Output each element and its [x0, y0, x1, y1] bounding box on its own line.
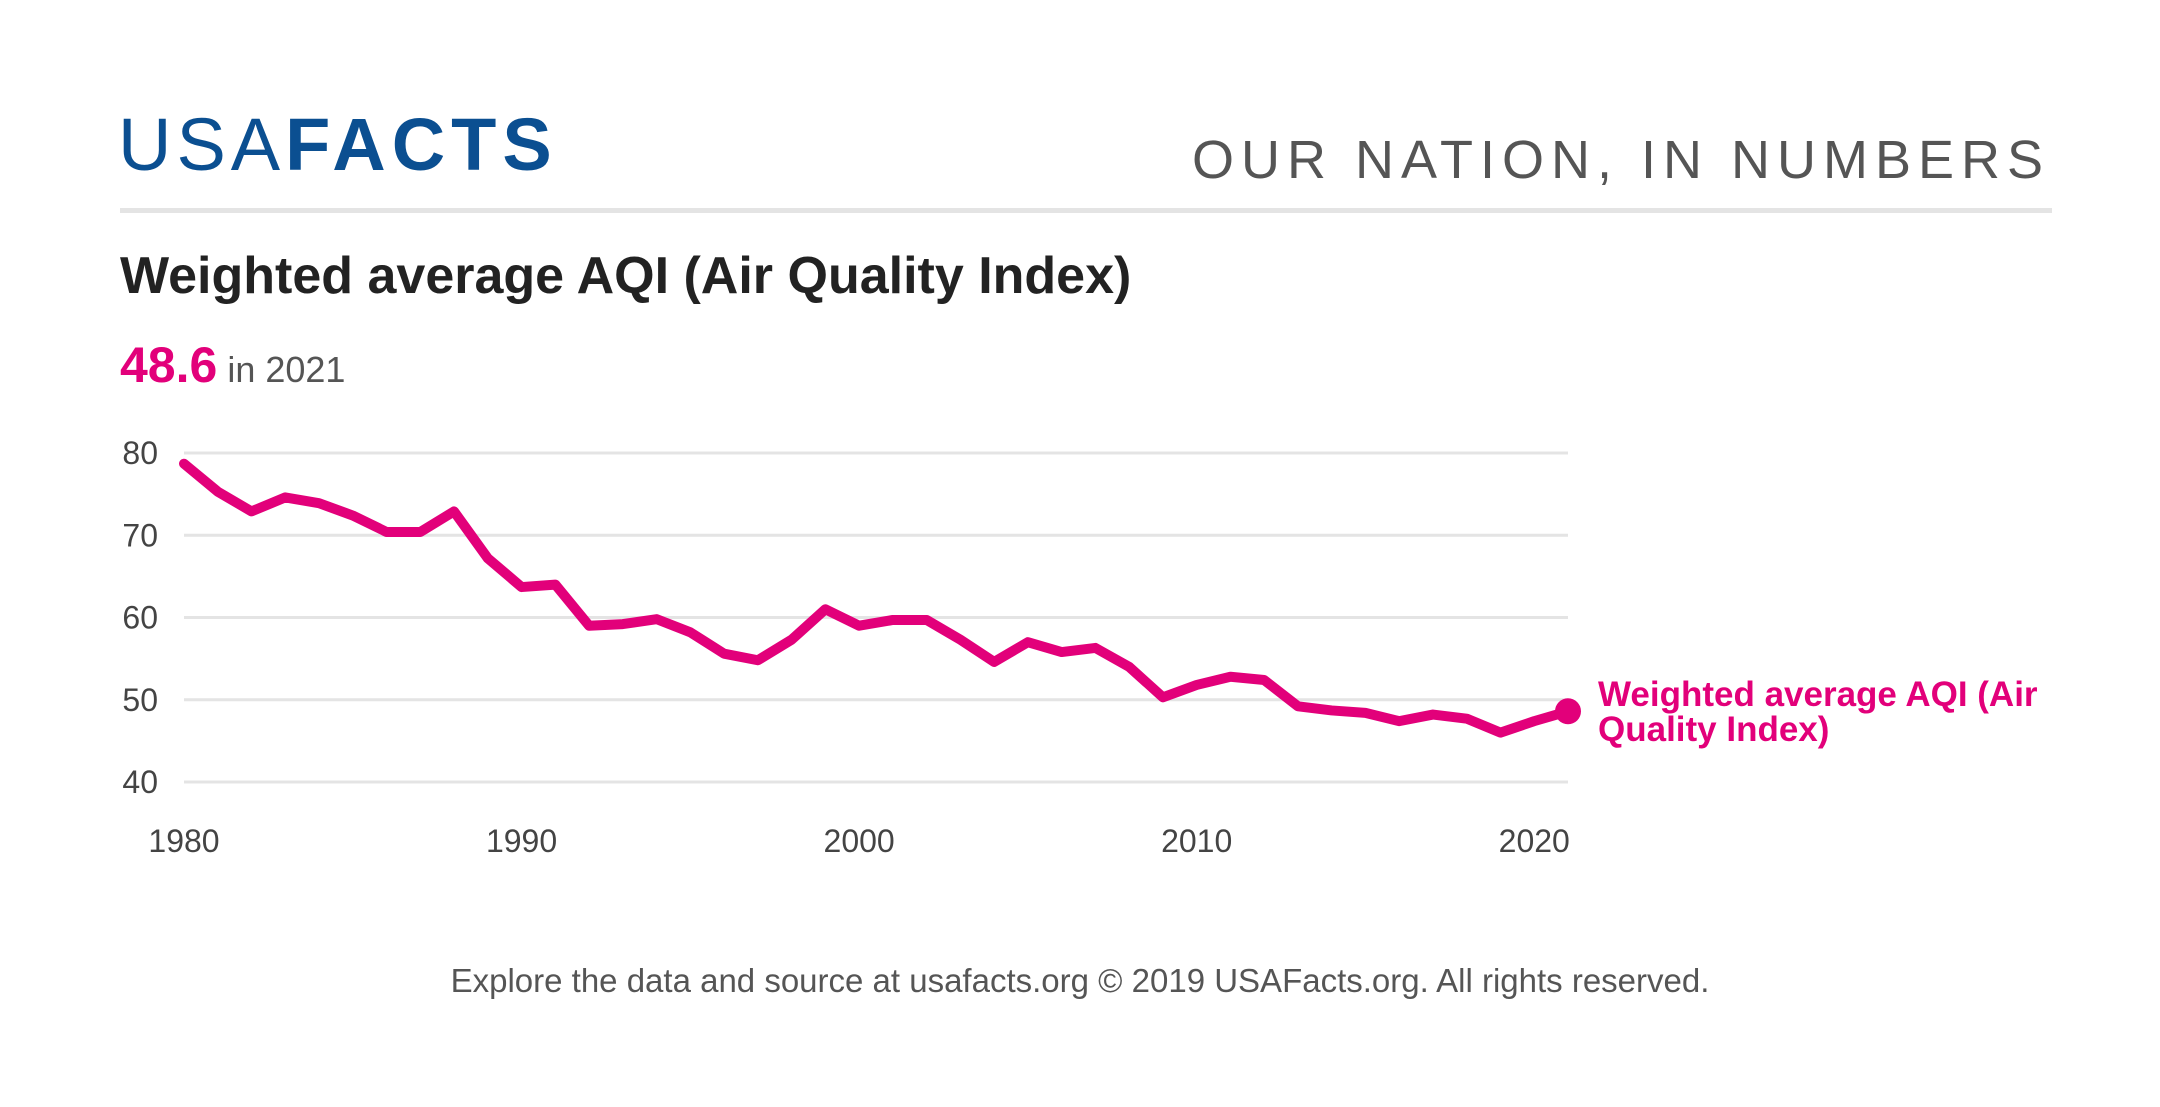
y-tick-label: 60: [122, 600, 158, 636]
logo-bold: FACTS: [285, 103, 558, 186]
series-label: Weighted average AQI (Air: [1598, 675, 2038, 714]
highlight-value: 48.6 in 2021: [120, 340, 345, 390]
x-tick-label: 2020: [1499, 823, 1570, 859]
footer-text: Explore the data and source at usafacts.…: [450, 962, 1710, 999]
end-point-marker: [1555, 698, 1581, 725]
y-tick-label: 80: [122, 435, 158, 471]
x-tick-label: 1980: [148, 823, 219, 859]
usafacts-logo: USAFACTS: [118, 108, 558, 182]
x-tick-label: 1990: [486, 823, 557, 859]
latest-value: 48.6: [120, 337, 218, 393]
chart-title: Weighted average AQI (Air Quality Index): [120, 247, 1132, 305]
y-tick-label: 40: [122, 764, 158, 800]
latest-year-text: in 2021: [227, 349, 346, 390]
logo-light: USA: [118, 103, 286, 186]
divider: [120, 208, 2052, 213]
x-tick-label: 2000: [824, 823, 895, 859]
x-tick-label: 2010: [1161, 823, 1232, 859]
y-tick-label: 50: [122, 682, 158, 718]
tagline: OUR NATION, IN NUMBERS: [1191, 130, 2050, 190]
y-tick-label: 70: [122, 517, 158, 553]
series-label: Quality Index): [1598, 710, 1829, 749]
series-line: [179, 458, 1573, 738]
